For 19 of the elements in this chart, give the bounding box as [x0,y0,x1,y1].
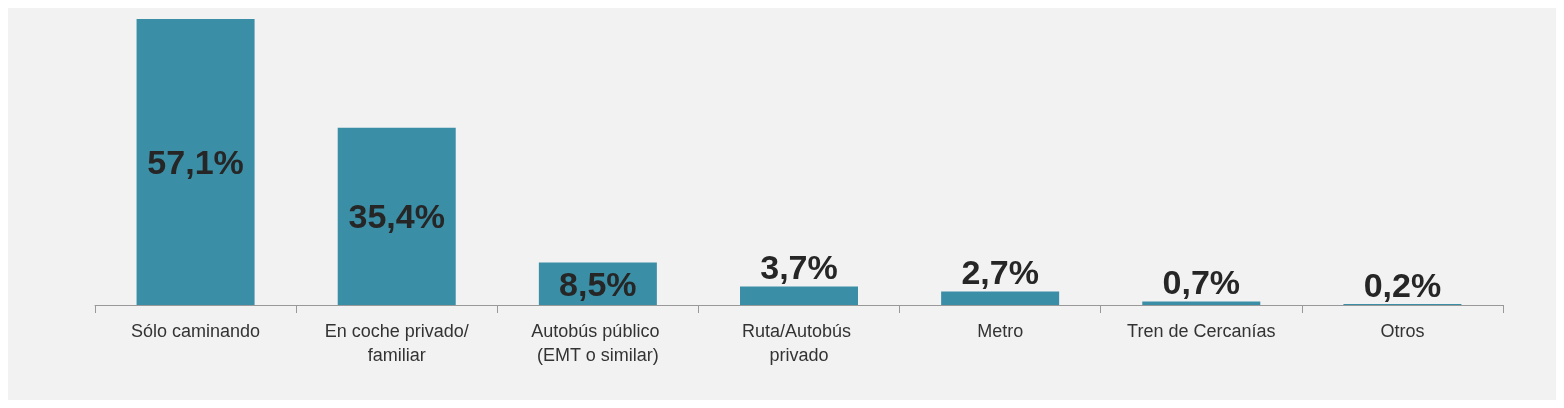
bar [1142,301,1261,305]
bar [941,291,1060,305]
x-tick-label: Autobús público (EMT o similar) [531,321,665,365]
bar [136,19,255,305]
x-tick-label: Ruta/Autobús privado [741,321,857,365]
x-tick-label: En coche privado/familiar [324,321,469,365]
data-label: 0,2% [1363,266,1442,304]
x-tick-label: Tren de Cercanías [1127,321,1276,341]
data-label: 8,5% [559,264,637,303]
x-tick-label: Metro [977,321,1024,341]
bar [740,286,858,305]
data-label: 2,7% [961,253,1039,292]
bar [337,127,456,305]
data-label: 0,7% [1162,263,1241,302]
x-tick-label: Sólo caminando [131,321,261,341]
data-label: 3,7% [760,248,838,287]
data-label: 35,4% [348,197,445,236]
x-tick-label: Otros [1380,321,1425,341]
data-label: 57,1% [147,143,244,181]
